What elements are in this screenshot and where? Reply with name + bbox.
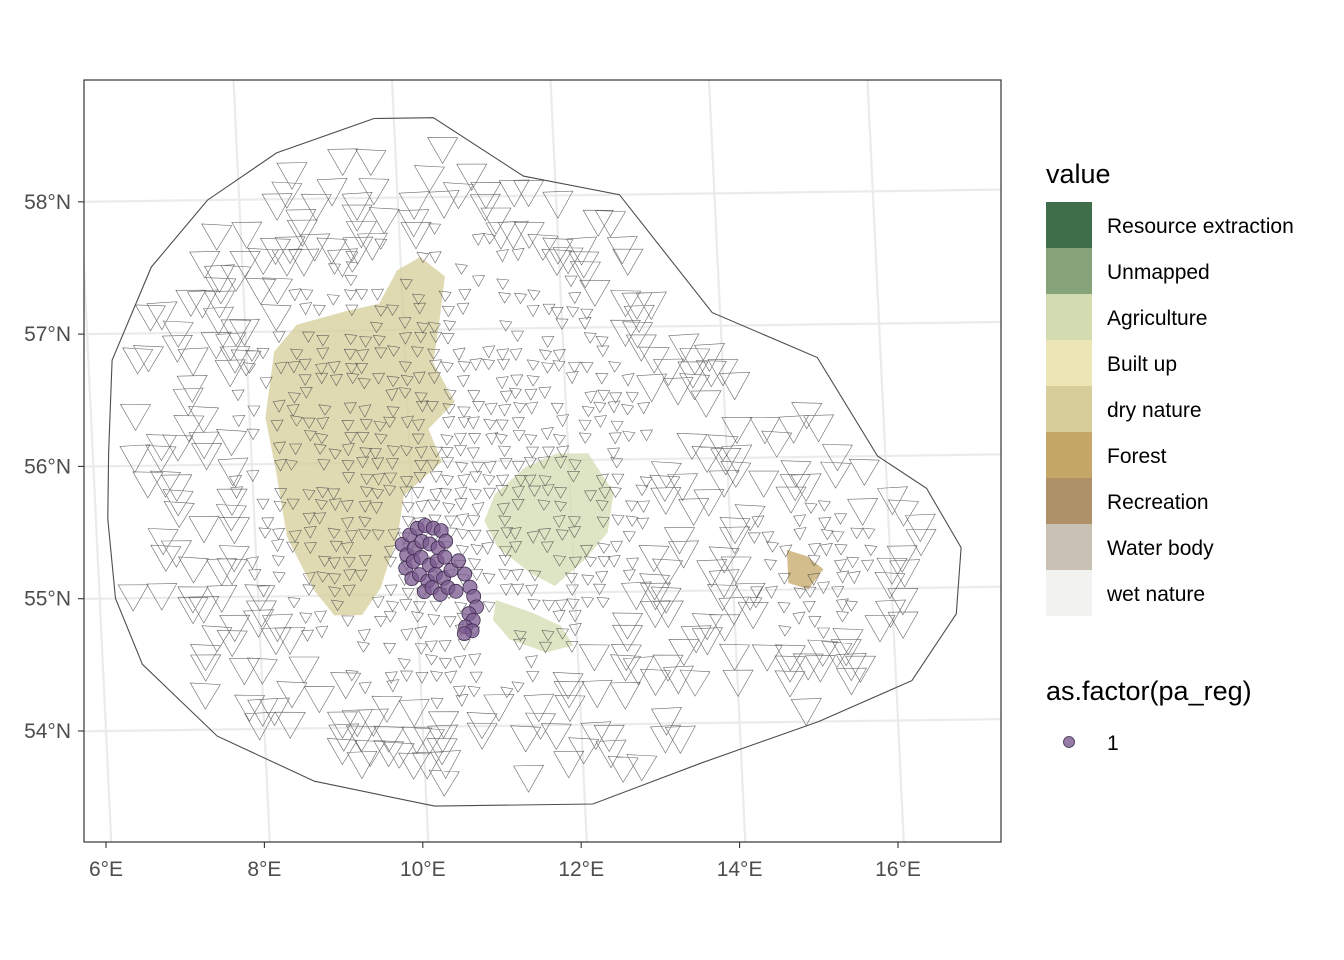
triangle-mesh	[107, 117, 962, 807]
legend-key-label: Forest	[1107, 445, 1167, 468]
legend-key-swatch	[1046, 294, 1092, 340]
graticule-parallel	[84, 188, 1001, 203]
legend-key-label: Built up	[1107, 353, 1177, 376]
x-tick-label: 6°E	[89, 858, 123, 881]
legend-key-swatch	[1046, 432, 1092, 478]
legend-pa-reg: as.factor(pa_reg) 1	[1046, 676, 1252, 755]
legend-key-swatch	[1046, 248, 1092, 294]
mesh-triangles	[117, 137, 937, 797]
graticule-grid	[84, 80, 1001, 842]
y-tick-label: 56°N	[24, 455, 71, 478]
graticule-parallel	[84, 717, 1001, 733]
legend-key-label: Recreation	[1107, 491, 1209, 514]
legend-key-swatch	[1046, 202, 1092, 248]
graticule-meridian	[707, 80, 747, 842]
legend-key-swatch	[1046, 524, 1092, 570]
x-tick-label: 8°E	[247, 858, 281, 881]
x-tick-label: 12°E	[558, 858, 604, 881]
legend-point-symbol	[1063, 736, 1075, 748]
legend-title-value: value	[1046, 159, 1111, 189]
land-patch-agriculture	[493, 600, 574, 653]
land-cover-patches	[265, 256, 824, 653]
legend-key-swatch	[1046, 386, 1092, 432]
graticule-meridian	[84, 245, 113, 842]
pa-reg-points	[394, 518, 484, 641]
mesh-boundary	[107, 117, 962, 807]
y-tick-label: 55°N	[24, 588, 71, 611]
panel-border	[83, 79, 1002, 843]
graticule-parallel	[84, 585, 1001, 600]
y-tick-label: 54°N	[24, 720, 71, 743]
legend-key-swatch	[1046, 478, 1092, 524]
pa-reg-point	[437, 549, 453, 565]
land-patch-dry-nature	[265, 256, 455, 616]
plot-panel	[83, 79, 1002, 843]
pa-reg-point	[438, 533, 454, 549]
x-tick-label: 10°E	[400, 858, 446, 881]
legend-key-label: Agriculture	[1107, 307, 1207, 330]
land-patch-forest	[786, 549, 824, 590]
graticule-meridian	[866, 80, 905, 842]
legend-key-label: Water body	[1107, 537, 1214, 560]
pa-reg-point	[451, 553, 466, 569]
y-tick-label: 57°N	[24, 323, 71, 346]
legend-key-label: Unmapped	[1107, 261, 1210, 284]
y-tick-label: 58°N	[24, 191, 71, 214]
legend-key-label: Resource extraction	[1107, 215, 1294, 238]
legend-key-label: dry nature	[1107, 399, 1202, 422]
pa-reg-point	[448, 583, 464, 599]
legend-key-label: wet nature	[1106, 583, 1205, 606]
legend-key-swatch	[1046, 570, 1092, 616]
x-tick-label: 16°E	[875, 858, 921, 881]
y-axis: 58°N 57°N 56°N 55°N 54°N	[24, 191, 84, 743]
graticule-meridian	[232, 80, 271, 842]
pa-reg-point	[456, 626, 472, 641]
x-tick-label: 14°E	[717, 858, 763, 881]
legend-title-pa-reg: as.factor(pa_reg)	[1046, 676, 1252, 706]
land-patch-agriculture	[484, 453, 614, 586]
x-axis: 6°E 8°E 10°E 12°E 14°E 16°E	[89, 842, 921, 881]
legend-key-swatch	[1046, 340, 1092, 386]
legend-point-label: 1	[1107, 732, 1119, 755]
legend-value: value Resource extraction Unmapped Agricult…	[1046, 159, 1294, 616]
pa-reg-point	[457, 566, 473, 582]
